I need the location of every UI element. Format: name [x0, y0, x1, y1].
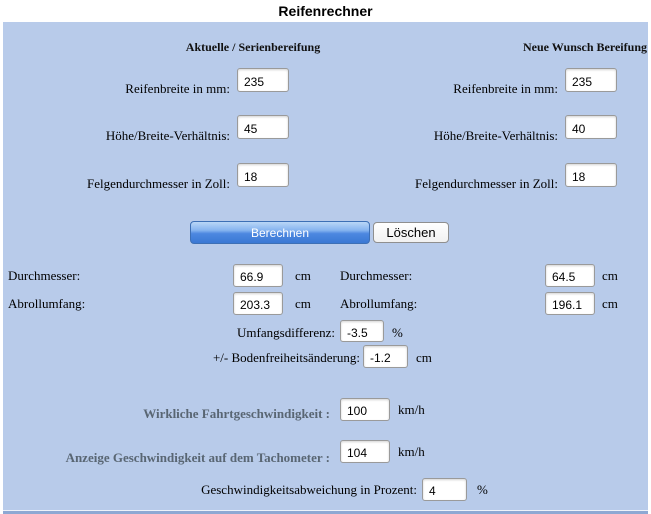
new-aspect-ratio-label: Höhe/Breite-Verhältnis: [433, 128, 558, 143]
speedometer-display-input[interactable] [340, 440, 390, 463]
current-aspect-ratio-label: Höhe/Breite-Verhältnis: [105, 128, 230, 143]
current-circumference-label: Abrollumfang: [8, 296, 86, 311]
speed-deviation-label: Geschwindigkeitsabweichung in Prozent: [201, 482, 417, 497]
current-rim-diameter-label: Felgendurchmesser in Zoll: [87, 176, 230, 191]
new-circumference-input[interactable] [545, 292, 595, 315]
page-title: Reifenrechner [278, 3, 373, 19]
current-tires-header: Aktuelle / Serienbereifung [185, 40, 321, 54]
current-rim-diameter-input[interactable] [237, 163, 289, 187]
current-tire-width-input[interactable] [237, 68, 289, 92]
speedometer-display-unit: km/h [398, 444, 425, 459]
ground-clearance-change-unit: cm [416, 350, 432, 365]
circumference-difference-label: Umfangsdifferenz: [237, 325, 335, 340]
new-diameter-unit: cm [602, 268, 618, 283]
actual-speed-unit: km/h [398, 402, 425, 417]
current-circumference-unit: cm [295, 296, 311, 311]
current-diameter-label: Durchmesser: [8, 268, 81, 283]
clear-button[interactable]: Löschen [373, 222, 449, 243]
new-tires-header: Neue Wunsch Bereifung [522, 40, 647, 54]
new-circumference-unit: cm [602, 296, 618, 311]
new-rim-diameter-label: Felgendurchmesser in Zoll: [415, 176, 558, 191]
current-diameter-unit: cm [295, 268, 311, 283]
new-diameter-label: Durchmesser: [340, 268, 413, 283]
current-diameter-input[interactable] [233, 264, 283, 287]
current-circumference-input[interactable] [233, 292, 283, 315]
new-rim-diameter-input[interactable] [565, 163, 617, 187]
panel-bottom-edge [3, 511, 648, 514]
circumference-difference-unit: % [392, 325, 403, 340]
calculator-panel [3, 22, 648, 514]
speed-deviation-input[interactable] [422, 478, 467, 501]
speedometer-display-label: Anzeige Geschwindigkeit auf dem Tachomet… [65, 450, 330, 465]
new-diameter-input[interactable] [545, 264, 595, 287]
speed-deviation-unit: % [477, 482, 488, 497]
actual-speed-label: Wirkliche Fahrtgeschwindigkeit : [143, 406, 330, 421]
new-circumference-label: Abrollumfang: [340, 296, 418, 311]
circumference-difference-input[interactable] [340, 320, 384, 342]
ground-clearance-change-label: +/- Bodenfreiheitsänderung: [212, 350, 360, 365]
current-tire-width-label: Reifenbreite in mm: [125, 81, 230, 96]
panel-bottom-highlight [3, 510, 648, 511]
new-tire-width-label: Reifenbreite in mm: [453, 81, 558, 96]
new-tire-width-input[interactable] [565, 68, 617, 92]
ground-clearance-change-input[interactable] [363, 345, 408, 368]
actual-speed-input[interactable] [340, 398, 390, 421]
current-aspect-ratio-input[interactable] [237, 115, 289, 139]
new-aspect-ratio-input[interactable] [565, 115, 617, 139]
calculate-button[interactable]: Berechnen [190, 221, 370, 244]
